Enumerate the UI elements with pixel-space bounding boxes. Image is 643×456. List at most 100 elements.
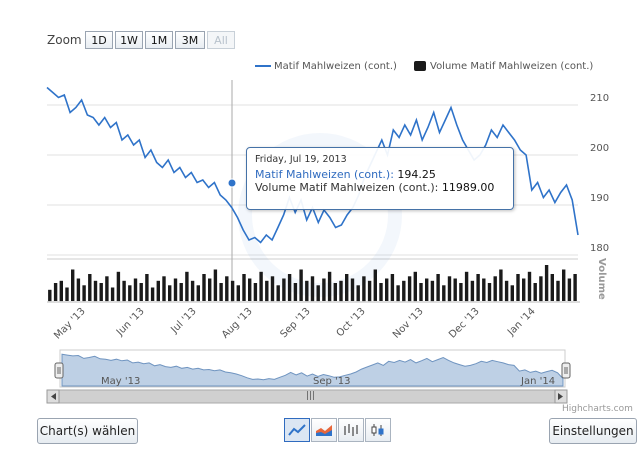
- tooltip-price-row: Matif Mahlweizen (cont.): 194.25: [255, 168, 505, 181]
- volume-bar: [282, 278, 286, 301]
- tooltip-price-value: 194.25: [397, 168, 436, 181]
- volume-bar: [299, 269, 303, 301]
- volume-bar: [504, 280, 509, 302]
- scrollbar-grip[interactable]: |||: [306, 391, 316, 401]
- legend-item-price[interactable]: Matif Mahlweizen (cont.): [255, 61, 397, 72]
- legend-label-price: Matif Mahlweizen (cont.): [274, 61, 397, 72]
- ohlc-chart-icon[interactable]: [338, 418, 364, 442]
- volume-bar: [476, 274, 480, 301]
- arrow-right-icon: [558, 393, 563, 400]
- y-tick-210: 210: [590, 93, 610, 104]
- volume-bar: [270, 276, 275, 302]
- volume-bar: [333, 283, 337, 301]
- volume-bar: [373, 269, 377, 301]
- volume-bar: [168, 285, 172, 302]
- volume-bar: [356, 285, 360, 302]
- volume-bar: [310, 276, 315, 302]
- volume-bar: [539, 276, 543, 302]
- choose-charts-button[interactable]: Chart(s) wählen: [37, 418, 138, 444]
- volume-bar: [99, 283, 103, 301]
- y-tick-180: 180: [590, 243, 610, 254]
- volume-bar: [345, 274, 349, 301]
- credit-link[interactable]: Highcharts.com: [562, 404, 633, 414]
- navigator-label-jan: Jan '14: [521, 376, 556, 387]
- hover-marker: [227, 178, 237, 188]
- volume-bar: [179, 283, 183, 301]
- settings-button[interactable]: Einstellungen: [549, 418, 637, 444]
- volume-bar: [567, 278, 572, 301]
- area-chart-icon[interactable]: [311, 418, 337, 442]
- data-tooltip: Friday, Jul 19, 2013 Matif Mahlweizen (c…: [246, 147, 514, 210]
- volume-bar: [470, 280, 475, 302]
- volume-bar: [133, 278, 138, 301]
- volume-bar: [162, 276, 166, 302]
- volume-bar: [190, 280, 195, 302]
- volume-bar: [185, 271, 189, 302]
- volume-bar: [390, 274, 395, 301]
- volume-bar: [447, 276, 452, 302]
- volume-bar: [59, 280, 63, 302]
- volume-bar: [116, 271, 121, 302]
- volume-series-icon: [414, 61, 426, 71]
- volume-bar: [208, 278, 212, 301]
- volume-bar: [396, 285, 400, 302]
- tooltip-price-label: Matif Mahlweizen (cont.):: [255, 168, 394, 181]
- volume-bar: [459, 283, 463, 301]
- volume-bar: [327, 271, 332, 302]
- volume-bar: [442, 285, 446, 302]
- volume-bar: [259, 271, 263, 302]
- volume-bar: [122, 280, 126, 302]
- volume-bar: [385, 278, 389, 301]
- volume-bar: [544, 265, 549, 301]
- zoom-1w-button[interactable]: 1W: [115, 31, 143, 49]
- volume-bar: [550, 274, 554, 301]
- y-tick-200: 200: [590, 143, 610, 154]
- line-chart-icon[interactable]: [284, 418, 310, 442]
- volume-bar: [339, 280, 343, 302]
- volume-bar: [242, 274, 246, 301]
- legend-item-volume[interactable]: Volume Matif Mahlweizen (cont.): [414, 61, 593, 72]
- navigator-label-may: May '13: [101, 376, 141, 387]
- volume-bar: [128, 285, 132, 302]
- volume-bar: [350, 278, 355, 301]
- zoom-label: Zoom: [47, 33, 82, 47]
- zoom-all-button[interactable]: All: [207, 31, 235, 49]
- candlestick-chart-icon[interactable]: [365, 418, 391, 442]
- volume-bar: [48, 289, 52, 302]
- navigator-right-handle: [561, 362, 571, 379]
- volume-axis-label: Volume: [596, 258, 607, 300]
- volume-bar: [516, 274, 520, 301]
- volume-bars: [48, 265, 577, 302]
- volume-bar: [196, 285, 200, 302]
- navigator[interactable]: [0, 345, 643, 410]
- volume-bar: [253, 283, 258, 301]
- volume-bar: [499, 269, 503, 301]
- volume-bar: [533, 283, 537, 301]
- volume-bar: [367, 280, 372, 302]
- volume-bar: [230, 280, 235, 302]
- volume-bar: [173, 278, 178, 301]
- volume-bar: [453, 278, 457, 301]
- volume-bar: [425, 278, 429, 301]
- volume-bar: [76, 278, 81, 301]
- volume-bar: [464, 271, 469, 302]
- zoom-1m-button[interactable]: 1M: [145, 31, 173, 49]
- volume-bar: [71, 269, 75, 301]
- volume-bar: [562, 269, 566, 301]
- volume-bar: [322, 278, 326, 301]
- volume-bar: [225, 276, 229, 302]
- tooltip-date: Friday, Jul 19, 2013: [255, 154, 347, 165]
- zoom-3m-button[interactable]: 3M: [175, 31, 205, 49]
- volume-bar: [139, 283, 143, 301]
- y-tick-190: 190: [590, 193, 610, 204]
- volume-bar: [402, 280, 406, 302]
- volume-bar: [419, 283, 423, 301]
- volume-bar: [510, 285, 514, 302]
- volume-bar: [305, 280, 309, 302]
- volume-bar: [88, 274, 92, 301]
- volume-bar: [522, 278, 526, 301]
- volume-bar: [287, 274, 292, 301]
- zoom-1d-button[interactable]: 1D: [85, 31, 113, 49]
- legend-label-volume: Volume Matif Mahlweizen (cont.): [430, 61, 594, 72]
- volume-bar: [482, 278, 486, 301]
